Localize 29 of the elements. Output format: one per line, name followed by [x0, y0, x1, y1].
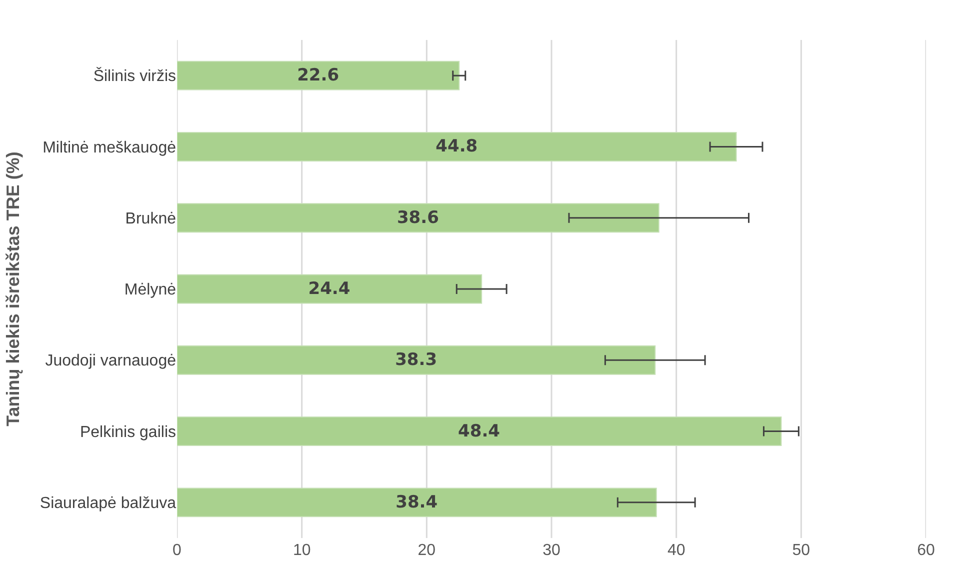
bar [177, 488, 657, 518]
data-label: 38.6 [396, 208, 439, 228]
y-tick-label: Juodoji varnauogė [45, 352, 176, 370]
x-tick-label: 60 [917, 542, 935, 559]
bar [177, 274, 482, 304]
x-tick-label: 40 [667, 542, 686, 559]
data-label: 38.4 [396, 492, 438, 512]
x-tick-label: 50 [792, 542, 810, 559]
y-tick-label: Miltinė meškauogė [42, 139, 176, 156]
bar [177, 203, 660, 233]
data-label: 24.4 [308, 279, 350, 299]
y-tick-label: Bruknė [125, 210, 176, 228]
data-label: 38.3 [395, 350, 438, 370]
bar [177, 416, 782, 446]
y-axis-title: Taninų kiekis išreikštas TRE (%) [3, 152, 24, 426]
y-tick-label: Siauralapė balžuva [40, 495, 176, 512]
y-tick-label: Mėlynė [124, 282, 176, 299]
y-tick-label: Šilinis viržis [93, 67, 176, 86]
data-label: 22.6 [297, 66, 340, 86]
x-tick-label: 30 [542, 542, 560, 559]
x-tick-label: 10 [292, 542, 311, 559]
bar [177, 345, 656, 375]
bar [177, 60, 460, 90]
x-tick-label: 0 [172, 542, 182, 559]
y-tick-label: Pelkinis gailis [80, 424, 176, 441]
data-label: 44.8 [436, 136, 478, 157]
x-tick-label: 20 [418, 542, 436, 559]
bar [177, 132, 737, 162]
data-label: 48.4 [458, 421, 500, 442]
